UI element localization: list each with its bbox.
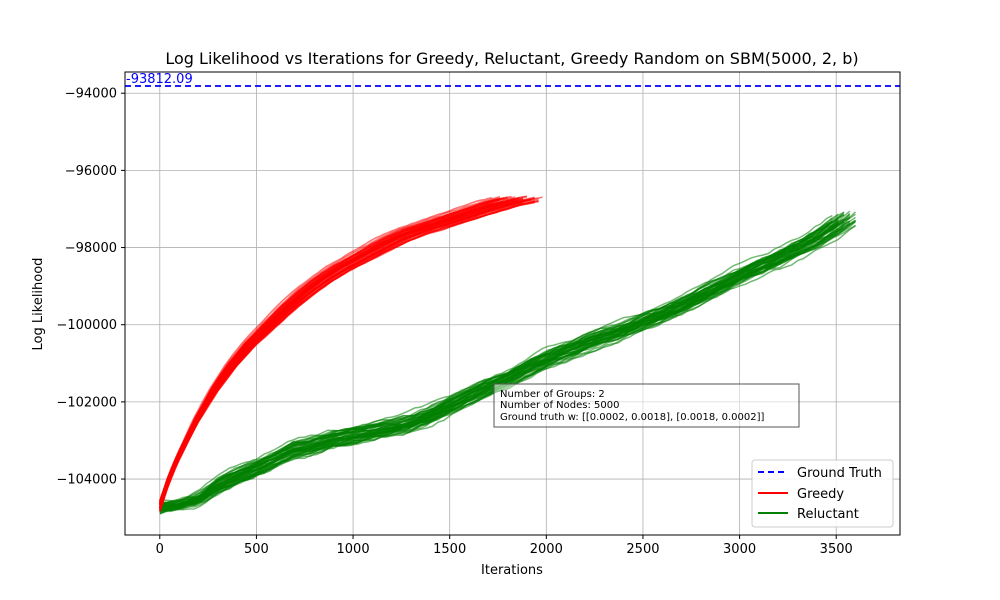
series-run-line [159, 201, 535, 509]
legend-greedy-label: Greedy [797, 487, 844, 502]
info-line-ground-truth-w: Ground truth w: [[0.0002, 0.0018], [0.00… [500, 412, 764, 423]
x-axis-label: Iterations [481, 563, 543, 578]
legend-reluctant-label: Reluctant [797, 507, 859, 522]
x-axis-ticks: 0 500 1000 1500 2000 2500 3000 3500 [156, 535, 853, 557]
x-tick-label: 0 [156, 542, 164, 557]
y-tick-label: −94000 [65, 87, 117, 102]
x-tick-label: 3000 [723, 542, 756, 557]
ground-truth-value-label: -93812.09 [126, 72, 193, 87]
ground-truth-layer: -93812.09 [125, 72, 900, 87]
info-box-frame [493, 383, 800, 428]
chart-title: Log Likelihood vs Iterations for Greedy,… [165, 49, 858, 68]
legend: Ground Truth Greedy Reluctant [751, 459, 894, 528]
series-run-line [159, 197, 493, 505]
y-tick-label: −100000 [56, 318, 117, 333]
y-axis-ticks: −104000 −102000 −100000 −98000 −96000 −94000 [56, 87, 125, 488]
y-axis-label: Log Likelihood [31, 258, 46, 351]
series-run-line [159, 196, 508, 504]
y-tick-label: −104000 [56, 473, 117, 488]
series-run-line [159, 196, 543, 510]
y-tick-label: −98000 [65, 241, 117, 256]
y-tick-label: −96000 [65, 164, 117, 179]
info-line-nodes: Number of Nodes: 5000 [500, 400, 619, 411]
x-tick-label: 500 [244, 542, 269, 557]
x-tick-label: 1000 [337, 542, 370, 557]
legend-ground-truth-label: Ground Truth [797, 466, 882, 481]
series-run-line [159, 197, 524, 511]
legend-frame [751, 459, 894, 528]
series-run-line [159, 218, 845, 512]
x-tick-label: 2000 [530, 542, 563, 557]
plot-frame [124, 71, 901, 536]
y-tick-label: −102000 [56, 395, 117, 410]
x-tick-label: 1500 [433, 542, 466, 557]
x-tick-label: 3500 [820, 542, 853, 557]
info-line-groups: Number of Groups: 2 [500, 389, 605, 400]
series-greedy [159, 195, 543, 512]
series-run-line [159, 220, 833, 507]
x-tick-label: 2500 [626, 542, 659, 557]
series-layer [159, 195, 857, 515]
info-box: Number of Groups: 2 Number of Nodes: 500… [493, 383, 800, 428]
series-run-line [159, 200, 505, 502]
